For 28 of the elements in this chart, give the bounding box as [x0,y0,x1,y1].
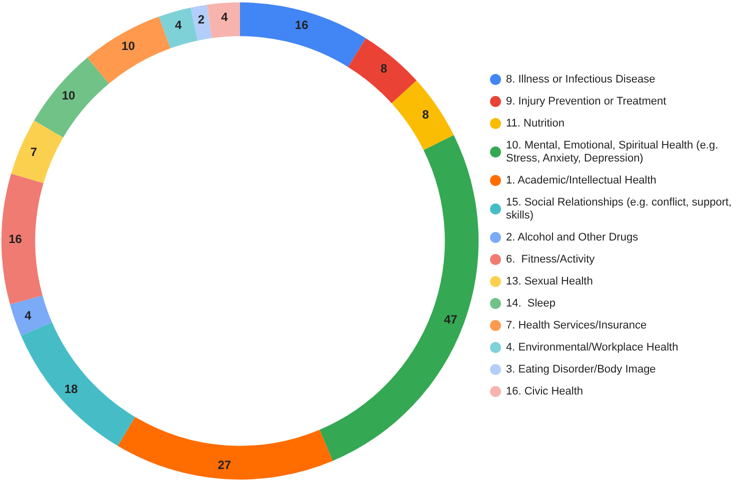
data-label: 8 [422,107,430,122]
data-label: 2 [198,12,205,27]
data-label: 4 [221,10,228,24]
data-label: 4 [24,308,32,323]
legend-label: 14. Sleep [506,298,556,310]
legend-label: 3. Eating Disorder/Body Image [506,364,656,376]
data-label: 10 [122,39,136,54]
data-label: 8 [380,61,388,76]
legend-label: 2. Alcohol and Other Drugs [506,232,639,244]
legend-label: 16. Civic Health [506,386,584,398]
legend-label: 10. Mental, Emotional, Spiritual Health (e.g. Stress, Anxiety, Depression) [506,140,722,164]
data-label: 10 [62,88,76,103]
legend-label: 9. Injury Prevention or Treatment [506,96,666,108]
legend-label: 4. Environmental/Workplace Health [506,342,678,354]
legend-label: 8. Illness or Infectious Disease [506,74,656,86]
legend-label: 1. Academic/Intellectual Health [506,174,656,186]
data-label: 16 [8,232,22,246]
data-label: 27 [218,458,232,472]
data-label: 18 [64,382,78,396]
data-label: 47 [444,312,458,326]
legend-label: 6. Fitness/Activity [506,254,596,266]
legend-label: 7. Health Services/Insurance [506,320,647,332]
data-label: 16 [294,18,309,32]
legend-label: 13. Sexual Health [506,276,593,288]
legend-label: 15. Social Relationships (e.g. conflict, support, skills) [506,196,735,222]
legend-label: 11. Nutrition [506,118,564,130]
data-label: 7 [30,144,38,159]
data-label: 4 [175,18,182,32]
